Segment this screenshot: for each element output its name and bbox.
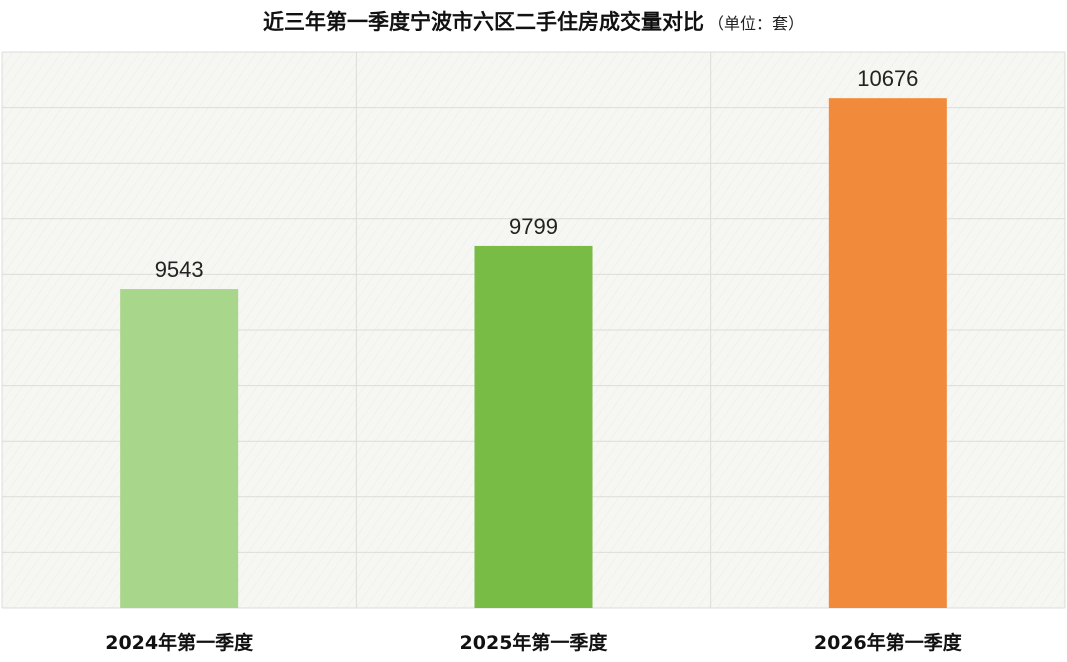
x-tick-label: 2024年第一季度	[105, 631, 254, 654]
chart-title-row: 近三年第一季度宁波市六区二手住房成交量对比 （单位：套）	[0, 6, 1067, 36]
data-label: 9543	[155, 257, 204, 282]
bar	[828, 98, 947, 608]
x-tick-label: 2025年第一季度	[460, 631, 609, 654]
chart-title: 近三年第一季度宁波市六区二手住房成交量对比	[262, 10, 704, 34]
chart-unit-note: （单位：套）	[707, 14, 804, 33]
x-tick-label: 2026年第一季度	[814, 631, 963, 654]
bars-group	[120, 98, 947, 608]
data-label: 9799	[509, 214, 558, 239]
data-label: 10676	[857, 66, 918, 91]
bar	[120, 289, 239, 608]
labels-group: 9543 2024年第一季度 9799 2025年第一季度 10676 2026年第一季度	[105, 66, 963, 654]
bar	[474, 245, 593, 608]
